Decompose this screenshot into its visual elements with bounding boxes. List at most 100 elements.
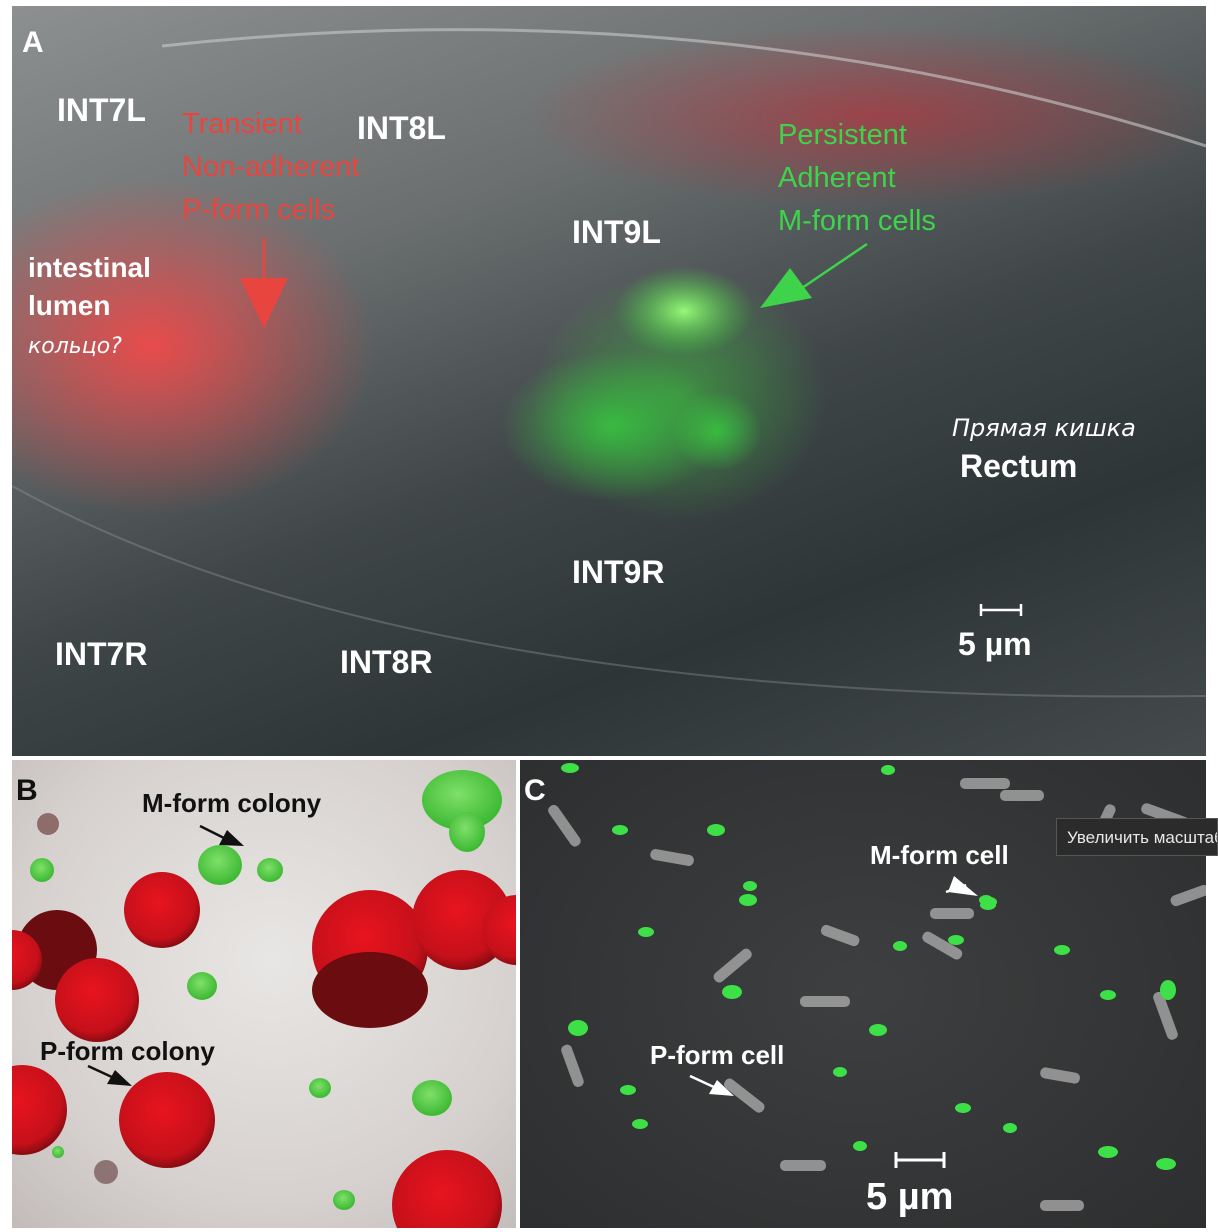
m-form-cell <box>612 825 628 835</box>
zoom-tooltip: Увеличить масштаб <box>1056 818 1218 856</box>
p-form-cell <box>1170 884 1206 907</box>
p-form-cell <box>1040 1067 1080 1084</box>
m-form-cell <box>853 1141 867 1151</box>
m-form-cell <box>568 1020 588 1036</box>
panel-c-letter: C <box>524 774 546 807</box>
panel-b-letter: B <box>16 774 38 807</box>
m-form-colony <box>30 858 54 882</box>
tissue-outline <box>12 485 1206 698</box>
panel-a-letter: A <box>22 26 44 59</box>
m-form-cell <box>638 927 654 937</box>
p-form-cell <box>960 778 1010 789</box>
m-form-colony <box>52 1146 64 1158</box>
p-form-cell <box>1040 1200 1084 1211</box>
p-form-cell <box>922 931 963 960</box>
p-cell-arrow-head <box>709 1080 734 1096</box>
panel-a-micrograph: A INT7L INT8L INT9L INT7R INT8R INT9R in… <box>12 6 1206 756</box>
label-m-form-cell: M-form cell <box>870 840 1009 870</box>
p-form-colony <box>482 895 516 965</box>
p-form-cell <box>800 996 850 1007</box>
p-form-colony <box>312 952 428 1028</box>
label-transient: Transient <box>182 108 302 140</box>
p-form-colony <box>119 1072 215 1168</box>
m-cell-arrow-head <box>948 876 978 896</box>
label-p-form-colony: P-form colony <box>40 1036 215 1066</box>
label-int7l: INT7L <box>57 92 146 128</box>
p-form-colony <box>55 958 139 1042</box>
m-form-colony <box>422 770 502 830</box>
p-form-cell <box>561 1044 584 1087</box>
m-form-cell <box>1003 1123 1017 1133</box>
m-form-colony <box>187 972 217 1000</box>
label-adherent: Adherent <box>778 162 896 194</box>
label-p-form-cells: P-form cells <box>182 194 336 226</box>
m-form-colony <box>412 1080 452 1116</box>
label-rectum: Rectum <box>960 448 1078 484</box>
cuticle-line <box>161 28 1206 148</box>
p-form-cell <box>713 948 752 983</box>
handwritten-rectum-note: Прямая кишка <box>952 414 1136 442</box>
m-form-cell <box>620 1085 636 1095</box>
m-form-colony <box>449 812 485 852</box>
label-intestinal: intestinal <box>28 252 151 283</box>
m-form-cell <box>948 935 964 945</box>
scale-label-c: 5 µm <box>866 1176 954 1218</box>
panel-b-overlay <box>12 770 516 1228</box>
m-form-cell <box>1160 980 1176 1000</box>
p-form-cell <box>1153 991 1178 1040</box>
m-form-cell <box>893 941 907 951</box>
label-int8r: INT8R <box>340 644 433 680</box>
m-form-cell <box>722 985 742 999</box>
label-int8l: INT8L <box>357 110 446 146</box>
m-colony-arrow-head <box>219 830 244 846</box>
panel-a-overlay <box>12 28 1206 698</box>
p-form-cell <box>820 924 860 947</box>
m-form-cell <box>869 1024 887 1036</box>
p-cell-arrow-shaft <box>689 1074 717 1090</box>
m-form-cell <box>743 881 757 891</box>
p-form-cell <box>724 1078 765 1113</box>
p-form-cell <box>930 908 974 919</box>
m-form-cluster-right <box>672 391 762 471</box>
m-form-cell <box>1054 945 1070 955</box>
m-form-cell <box>561 763 579 773</box>
scale-label-a: 5 µm <box>958 626 1032 662</box>
label-persistent: Persistent <box>778 119 907 151</box>
label-m-form-colony: M-form colony <box>142 788 322 818</box>
m-colony-arrow-shaft <box>199 824 227 841</box>
label-int9r: INT9R <box>572 554 665 590</box>
debris-particle <box>37 813 59 835</box>
p-form-cell <box>650 849 694 866</box>
green-arrow-shaft <box>801 242 868 290</box>
m-form-cell <box>1098 1146 1118 1158</box>
m-form-cluster-upper <box>614 266 754 356</box>
m-form-colony <box>257 858 283 882</box>
p-form-colony <box>392 1150 502 1228</box>
p-form-colony <box>12 930 42 990</box>
m-form-colony <box>309 1078 331 1098</box>
m-form-cluster-lower <box>502 351 722 501</box>
m-form-cell <box>881 765 895 775</box>
m-form-cell <box>632 1119 648 1129</box>
label-int7r: INT7R <box>55 636 148 672</box>
m-form-cell <box>1156 1158 1176 1170</box>
p-form-colony <box>124 872 200 948</box>
green-arrow-head <box>760 268 812 308</box>
label-int9l: INT9L <box>572 214 661 250</box>
m-form-cell <box>979 895 993 905</box>
label-p-form-cell: P-form cell <box>650 1040 785 1070</box>
label-lumen: lumen <box>28 290 111 321</box>
p-colony-arrow-shaft <box>87 1064 115 1080</box>
debris-particle <box>94 1160 118 1184</box>
m-form-colony <box>333 1190 355 1210</box>
m-form-cell <box>707 824 725 836</box>
label-non-adherent: Non-adherent <box>182 151 360 183</box>
p-colony-arrow-head <box>107 1070 132 1086</box>
m-form-cell <box>1100 990 1116 1000</box>
handwritten-lumen-note: кольцо? <box>28 334 122 359</box>
label-m-form-cells: M-form cells <box>778 205 936 237</box>
m-form-cell <box>833 1067 847 1077</box>
m-form-cell <box>739 894 757 906</box>
panel-b-colonies: B M-form colony P-form colony <box>12 760 516 1228</box>
red-arrow-head <box>240 278 288 328</box>
